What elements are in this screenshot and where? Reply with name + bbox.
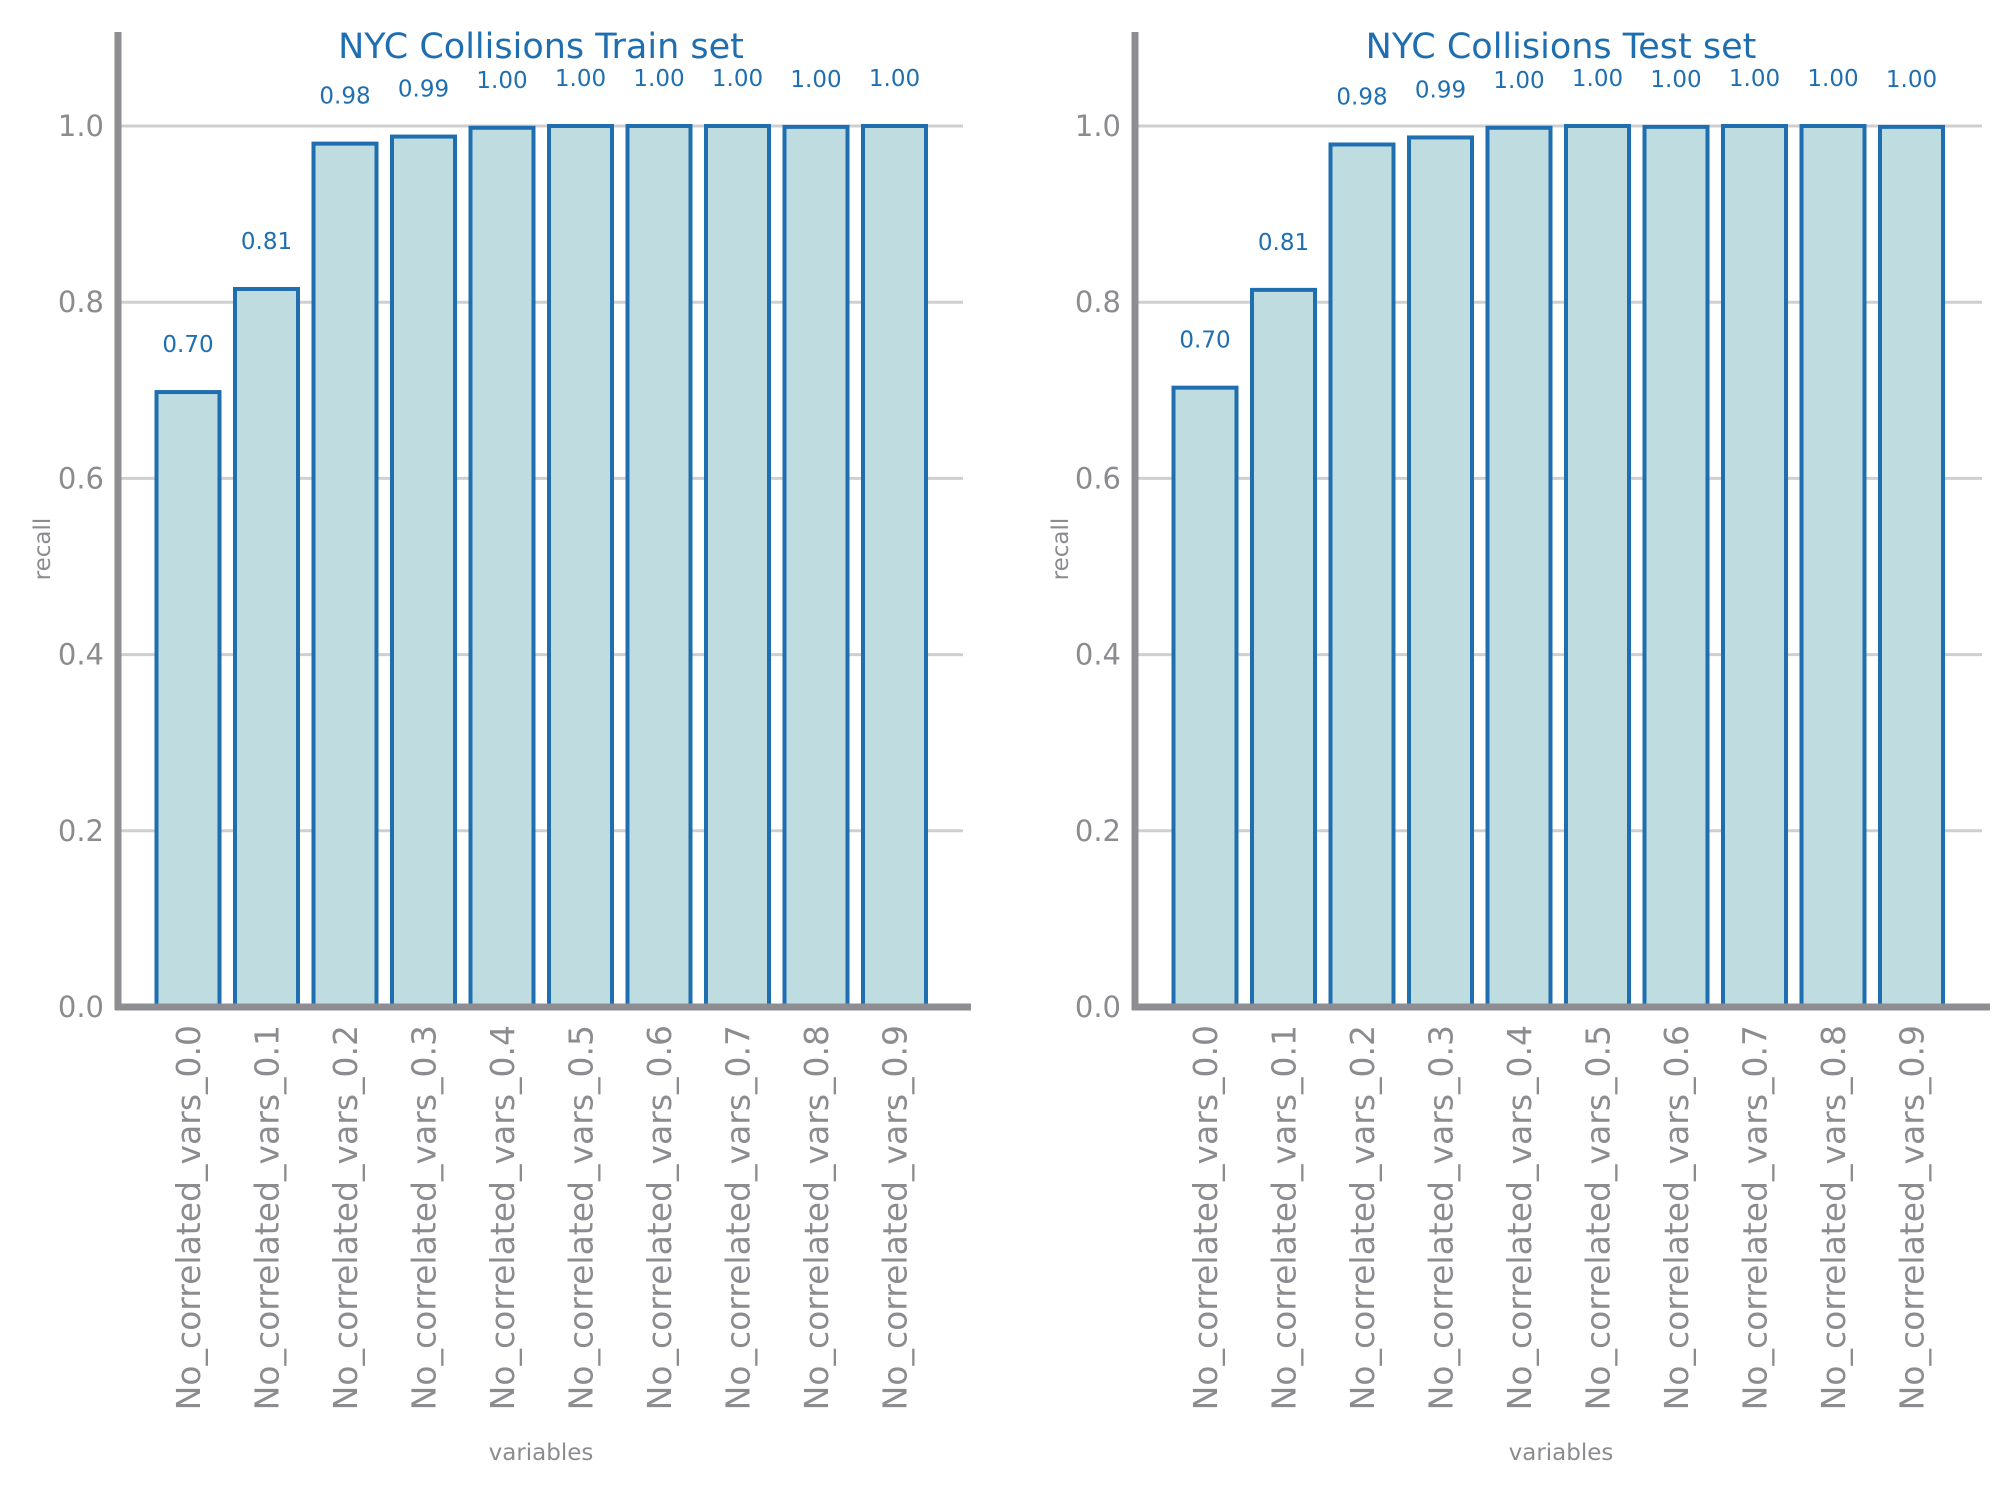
- train-y-tick-label: 1.0: [58, 109, 104, 143]
- train-x-tick-label: No_correlated_vars_0.0: [169, 1025, 208, 1410]
- train-y-tick-label: 0.4: [58, 638, 104, 672]
- test-y-tick-label: 1.0: [1075, 109, 1121, 143]
- train-bar-value-label: 0.98: [319, 84, 370, 110]
- train-chart-title: NYC Collisions Train set: [338, 27, 744, 67]
- test-bar: [1564, 124, 1631, 1009]
- test-x-tick-label: No_correlated_vars_0.8: [1814, 1025, 1853, 1410]
- train-bar: [233, 286, 300, 1009]
- train-bar: [154, 390, 222, 1009]
- test-bar: [1721, 124, 1788, 1009]
- test-y-tick-label: 0.0: [1075, 990, 1121, 1024]
- test-bar: [1485, 125, 1553, 1009]
- train-bar-value-label: 1.00: [712, 66, 763, 92]
- test-y-axis-label: recall: [1048, 518, 1074, 581]
- test-y-tick-label: 0.2: [1075, 814, 1121, 848]
- test-bar: [1407, 135, 1474, 1009]
- train-x-tick-label: No_correlated_vars_0.3: [405, 1025, 444, 1410]
- train-x-tick-label: No_correlated_vars_0.8: [797, 1025, 836, 1410]
- train-x-tick-label: No_correlated_vars_0.2: [326, 1025, 365, 1410]
- train-bar-value-label: 1.00: [790, 67, 841, 93]
- train-bar: [311, 141, 379, 1009]
- train-bar-value-label: 1.00: [476, 68, 527, 94]
- test-x-tick-label: No_correlated_vars_0.5: [1579, 1025, 1618, 1410]
- test-bar-value-label: 1.00: [1886, 67, 1937, 93]
- train-chart-panel: NYC Collisions Train set recall variable…: [30, 27, 971, 1466]
- train-x-tick-label: No_correlated_vars_0.1: [248, 1025, 287, 1410]
- test-bar: [1328, 142, 1396, 1010]
- test-bar-value-label: 1.00: [1807, 66, 1858, 92]
- test-bar-value-label: 0.81: [1258, 230, 1309, 256]
- test-bar: [1250, 287, 1317, 1009]
- test-bar-value-label: 0.98: [1336, 85, 1387, 111]
- train-bar: [861, 124, 928, 1009]
- train-x-tick-label: No_correlated_vars_0.9: [876, 1025, 915, 1410]
- test-chart-panel: NYC Collisions Test set recall variables…: [1048, 27, 1990, 1466]
- test-bar-value-label: 1.00: [1650, 67, 1701, 93]
- test-bar: [1642, 124, 1710, 1010]
- test-bar: [1878, 124, 1945, 1010]
- train-y-axis-label: recall: [30, 518, 56, 581]
- test-bar: [1171, 385, 1239, 1010]
- test-x-tick-label: No_correlated_vars_0.7: [1736, 1025, 1775, 1410]
- test-x-axis-label: variables: [1509, 1440, 1614, 1466]
- test-bar-value-label: 0.99: [1415, 77, 1466, 103]
- train-bar: [390, 134, 457, 1009]
- train-y-tick-label: 0.0: [58, 990, 104, 1024]
- test-bar-value-label: 1.00: [1729, 66, 1780, 92]
- train-bar: [704, 124, 771, 1009]
- test-bar-value-label: 0.70: [1179, 328, 1230, 354]
- test-bar-value-label: 1.00: [1572, 66, 1623, 92]
- train-bar: [468, 125, 536, 1009]
- train-bar-value-label: 0.99: [398, 77, 449, 103]
- train-bar-value-label: 0.70: [162, 332, 213, 358]
- test-chart-title: NYC Collisions Test set: [1366, 27, 1757, 67]
- test-x-tick-label: No_correlated_vars_0.9: [1893, 1025, 1932, 1410]
- test-y-tick-label: 0.6: [1075, 461, 1121, 495]
- test-bar: [1799, 124, 1867, 1009]
- train-y-tick-label: 0.2: [58, 814, 104, 848]
- train-bar-value-label: 1.00: [869, 66, 920, 92]
- train-bar: [547, 124, 614, 1009]
- train-x-tick-label: No_correlated_vars_0.5: [562, 1025, 601, 1410]
- train-x-tick-label: No_correlated_vars_0.6: [640, 1025, 679, 1410]
- train-bar: [625, 124, 693, 1009]
- test-x-tick-label: No_correlated_vars_0.3: [1422, 1025, 1461, 1410]
- train-bar-value-label: 0.81: [241, 229, 292, 255]
- test-bar-value-label: 1.00: [1493, 68, 1544, 94]
- train-x-tick-label: No_correlated_vars_0.7: [719, 1025, 758, 1410]
- train-y-tick-label: 0.6: [58, 461, 104, 495]
- test-x-tick-label: No_correlated_vars_0.1: [1265, 1025, 1304, 1410]
- test-y-tick-label: 0.8: [1075, 285, 1121, 319]
- train-y-tick-label: 0.8: [58, 285, 104, 319]
- test-x-tick-label: No_correlated_vars_0.4: [1500, 1025, 1539, 1410]
- train-bar-value-label: 1.00: [633, 66, 684, 92]
- train-x-tick-label: No_correlated_vars_0.4: [483, 1025, 522, 1410]
- train-bar-value-label: 1.00: [555, 66, 606, 92]
- test-x-tick-label: No_correlated_vars_0.6: [1657, 1025, 1696, 1410]
- test-x-tick-label: No_correlated_vars_0.2: [1343, 1025, 1382, 1410]
- train-bar: [782, 124, 850, 1010]
- test-x-tick-label: No_correlated_vars_0.0: [1186, 1025, 1225, 1410]
- test-y-tick-label: 0.4: [1075, 638, 1121, 672]
- train-x-axis-label: variables: [489, 1440, 594, 1466]
